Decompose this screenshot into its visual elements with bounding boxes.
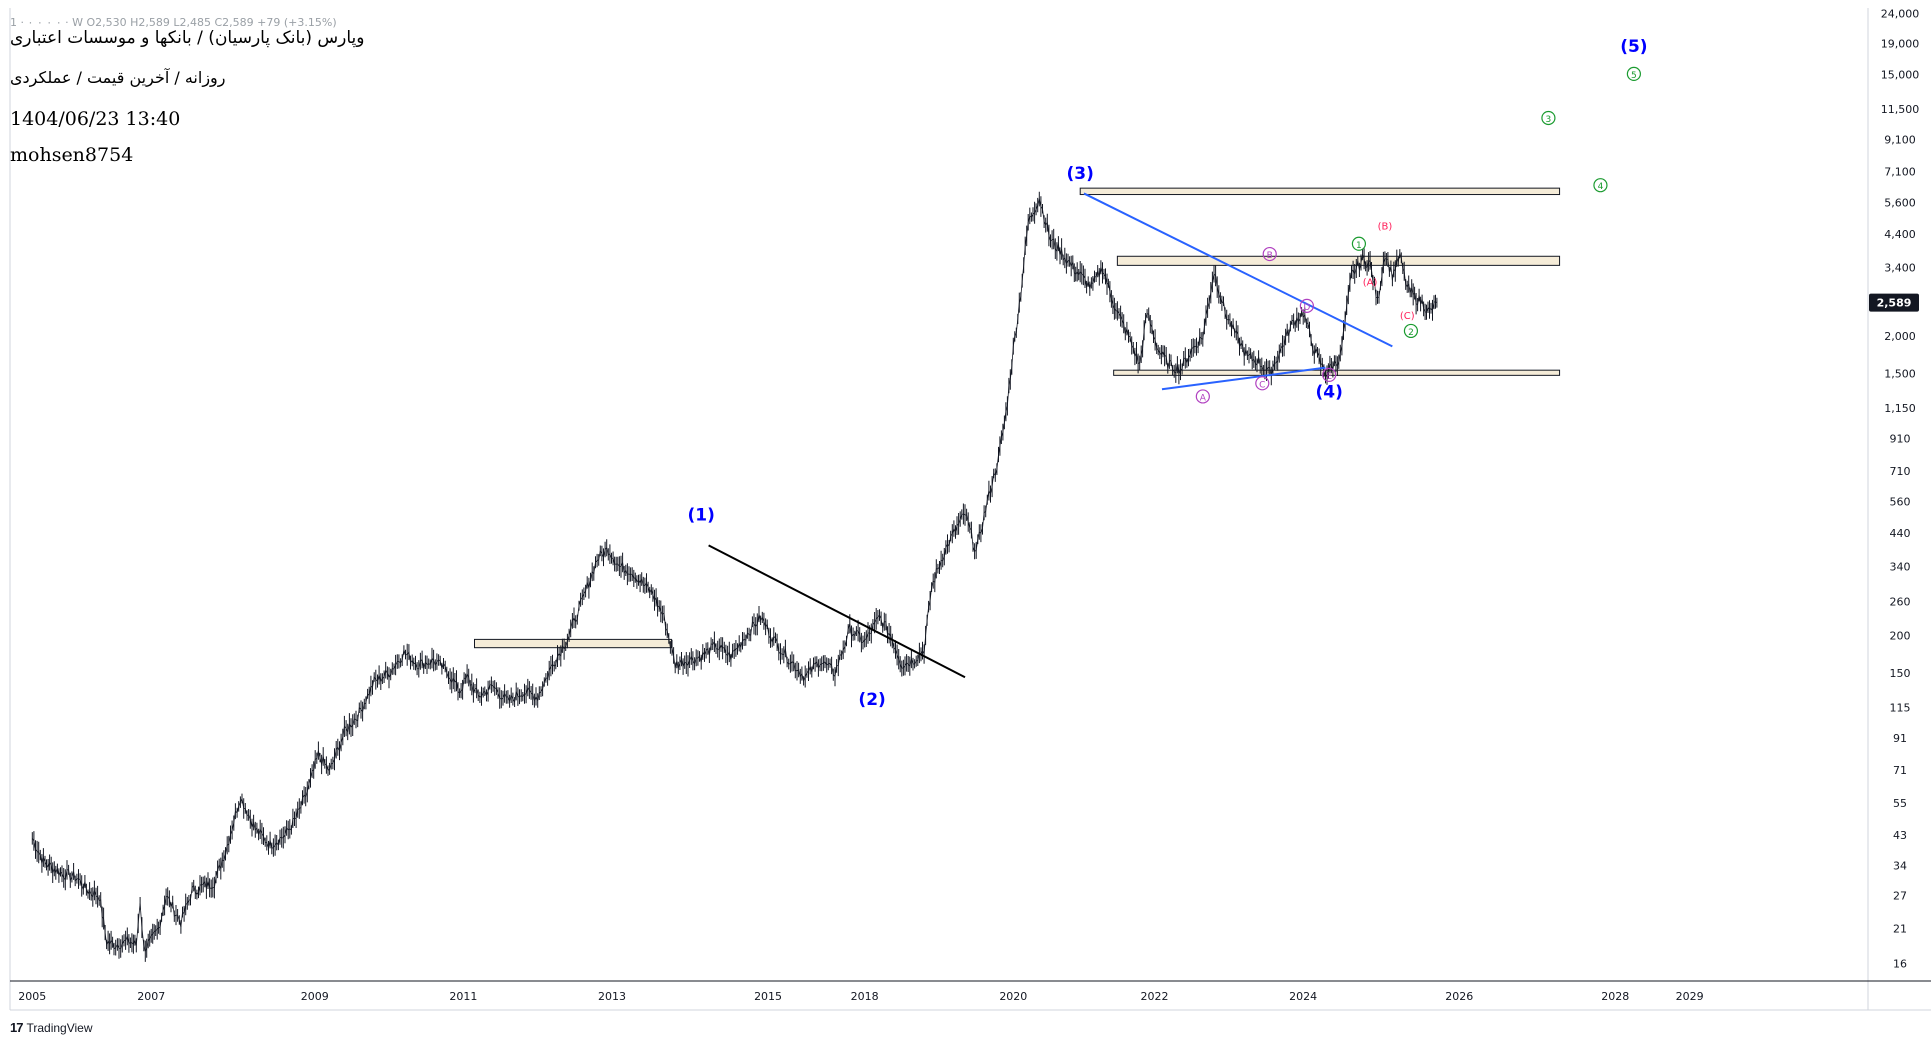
x-tick-label: 2015 bbox=[754, 990, 782, 1003]
wave-label-main-1: (1) bbox=[687, 505, 714, 525]
wave-label-green-6: 1 bbox=[1356, 241, 1362, 251]
y-tick-label: 55 bbox=[1893, 797, 1907, 810]
y-tick-label: 11,500 bbox=[1881, 103, 1920, 116]
trendline-black-1[interactable] bbox=[708, 544, 966, 679]
trendline-blue-3[interactable] bbox=[1161, 366, 1326, 391]
y-tick-label: 1,150 bbox=[1884, 402, 1916, 415]
wave-label-purple-18: E bbox=[1326, 372, 1332, 382]
wave-label-green-circle-10 bbox=[1626, 66, 1641, 81]
y-tick-label: 24,000 bbox=[1881, 7, 1920, 20]
y-tick-label: 21 bbox=[1893, 922, 1907, 935]
x-tick-label: 2026 bbox=[1445, 990, 1473, 1003]
y-tick-label: 15,000 bbox=[1881, 68, 1920, 81]
axis-ticks: 24,00019,00015,00011,5009,1007,1005,6004… bbox=[18, 7, 1919, 1003]
x-tick-label: 2029 bbox=[1676, 990, 1704, 1003]
wave-label-green-circle-6 bbox=[1351, 236, 1367, 251]
wave-label-main-5: (5) bbox=[1620, 37, 1647, 57]
trendline-blue-2[interactable] bbox=[1083, 192, 1393, 348]
y-tick-label: 3,400 bbox=[1884, 261, 1916, 274]
y-tick-label: 340 bbox=[1890, 560, 1911, 573]
y-tick-label: 115 bbox=[1890, 701, 1911, 714]
y-tick-label: 260 bbox=[1890, 595, 1911, 608]
wave-label-green-9: 4 bbox=[1598, 182, 1604, 192]
wave-label-purple-circle-14 bbox=[1195, 389, 1210, 404]
trendlines[interactable] bbox=[708, 192, 1393, 679]
wave-label-purple-16: C bbox=[1259, 380, 1265, 390]
x-tick-label: 2007 bbox=[137, 990, 165, 1003]
y-tick-label: 150 bbox=[1890, 667, 1911, 680]
y-tick-label: 910 bbox=[1890, 433, 1911, 446]
chart-settings-text: روزانه / آخرین قیمت / عملکردی bbox=[10, 68, 226, 87]
y-tick-label: 19,000 bbox=[1881, 38, 1920, 51]
x-tick-label: 2028 bbox=[1601, 990, 1629, 1003]
wave-label-purple-17: D bbox=[1303, 303, 1310, 313]
y-tick-label: 440 bbox=[1890, 527, 1911, 540]
chart-datetime: 1404/06/23 13:40 bbox=[10, 108, 181, 130]
sr-zones[interactable] bbox=[474, 187, 1561, 649]
x-tick-label: 2011 bbox=[449, 990, 477, 1003]
x-tick-label: 2020 bbox=[999, 990, 1027, 1003]
wave-label-green-circle-7 bbox=[1403, 323, 1419, 339]
tradingview-logo-text: TradingView bbox=[26, 1020, 93, 1035]
x-tick-label: 2018 bbox=[851, 990, 879, 1003]
wave-label-main-2: (2) bbox=[858, 690, 885, 710]
x-tick-label: 2024 bbox=[1289, 990, 1317, 1003]
x-tick-label: 2022 bbox=[1141, 990, 1169, 1003]
y-tick-label: 2,000 bbox=[1884, 330, 1916, 343]
y-tick-label: 91 bbox=[1893, 732, 1907, 745]
wave-label-green-10: 5 bbox=[1631, 71, 1637, 81]
y-tick-label: 16 bbox=[1893, 958, 1907, 971]
wave-label-purple-15: B bbox=[1267, 251, 1273, 261]
wave-label-pink-13: (C) bbox=[1400, 311, 1415, 322]
y-tick-label: 43 bbox=[1893, 829, 1907, 842]
wave-label-green-circle-9 bbox=[1593, 178, 1608, 193]
y-tick-label: 560 bbox=[1890, 496, 1911, 509]
y-tick-label: 5,600 bbox=[1884, 196, 1916, 209]
wave-label-pink-11: (A) bbox=[1363, 278, 1378, 289]
x-tick-label: 2013 bbox=[598, 990, 626, 1003]
wave-label-main-3: (3) bbox=[1067, 164, 1094, 184]
y-tick-label: 7,100 bbox=[1884, 166, 1916, 179]
sr-zone-3[interactable] bbox=[1116, 255, 1561, 266]
ohlc-readout: 1 · ۰ ۰ ۰ ۰ · W O2,530 H2,589 L2,485 C2,… bbox=[10, 16, 337, 29]
x-tick-label: 2009 bbox=[301, 990, 329, 1003]
tradingview-logo-icon: 17 bbox=[10, 1020, 24, 1035]
y-tick-label: 9,100 bbox=[1884, 133, 1916, 146]
y-tick-label: 27 bbox=[1893, 890, 1907, 903]
sr-zone-2[interactable] bbox=[1079, 187, 1561, 196]
y-tick-label: 34 bbox=[1893, 860, 1907, 873]
symbol-title: وپارس (بانک پارسیان) / بانکها و موسسات ا… bbox=[10, 28, 365, 48]
wave-labels: (1) (2) (3) (4) (5) 1 2 3 4 5 (A) (B) (C) A B C D E bbox=[687, 37, 1647, 710]
x-tick-label: 2005 bbox=[18, 990, 46, 1003]
last-price-label: 2,589 bbox=[1877, 297, 1912, 310]
chart-author: mohsen8754 bbox=[10, 144, 134, 166]
price-series bbox=[31, 191, 1438, 962]
y-tick-label: 200 bbox=[1890, 629, 1911, 642]
price-bars bbox=[31, 191, 1438, 962]
tradingview-logo[interactable]: 17 TradingView bbox=[10, 1020, 93, 1035]
y-tick-label: 71 bbox=[1893, 764, 1907, 777]
wave-label-green-8: 3 bbox=[1546, 115, 1552, 125]
sr-zone-1[interactable] bbox=[474, 638, 672, 649]
y-tick-label: 4,400 bbox=[1884, 228, 1916, 241]
wave-label-pink-12: (B) bbox=[1378, 221, 1393, 232]
y-tick-label: 710 bbox=[1890, 465, 1911, 478]
wave-label-purple-circle-16 bbox=[1255, 376, 1270, 391]
wave-label-main-4: (4) bbox=[1315, 382, 1342, 402]
wave-label-purple-circle-18 bbox=[1322, 367, 1337, 383]
price-line bbox=[31, 198, 1438, 953]
sr-zone-4[interactable] bbox=[1113, 369, 1561, 376]
wave-label-green-circle-8 bbox=[1541, 110, 1556, 126]
wave-label-purple-circle-17 bbox=[1299, 298, 1314, 313]
wave-label-purple-circle-15 bbox=[1262, 246, 1277, 262]
wave-label-purple-14: A bbox=[1200, 393, 1207, 403]
chart-axes bbox=[9, 8, 1931, 1011]
y-tick-label: 1,500 bbox=[1884, 368, 1916, 381]
wave-label-green-7: 2 bbox=[1408, 328, 1414, 338]
last-price-badge bbox=[1869, 293, 1919, 312]
